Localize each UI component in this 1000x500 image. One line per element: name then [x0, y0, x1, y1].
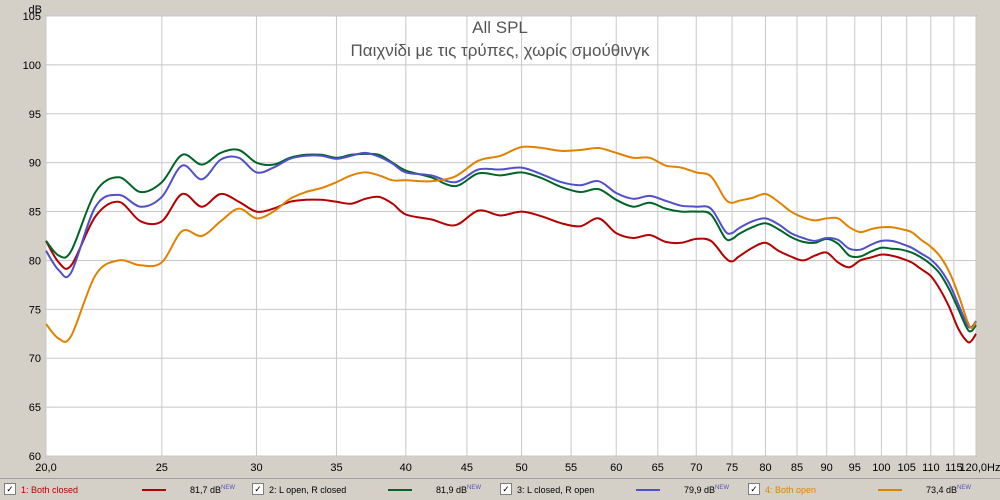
x-tick-label: 105	[898, 462, 916, 474]
legend-swatch-3	[636, 489, 660, 491]
legend-item-2[interactable]: ✓ 2: L open, R closed 81,9 dBNEW	[252, 479, 496, 500]
y-tick-label: 95	[29, 109, 41, 121]
grid-lines	[45, 15, 977, 457]
x-tick-label: 25	[156, 462, 168, 474]
x-tick-label: 100	[872, 462, 890, 474]
legend-value-1: 81,7 dBNEW	[190, 485, 236, 495]
series-line-1	[45, 192, 977, 344]
y-tick-labels: 60 65 70 75 80 85 90 95 100 105	[23, 11, 41, 463]
legend-checkbox-1[interactable]: ✓	[4, 483, 16, 495]
y-tick-label: 85	[29, 207, 41, 219]
spl-chart: 60 65 70 75 80 85 90 95 100 105 20,0 25 30 35 40 45 50 5…	[22, 4, 1000, 474]
legend-bar: ✓ 1: Both closed 81,7 dBNEW ✓ 2: L open,…	[0, 478, 1000, 500]
y-tick-label: 100	[23, 60, 41, 72]
legend-new-tag-1: NEW	[221, 485, 236, 491]
legend-value-2: 81,9 dBNEW	[436, 485, 482, 495]
y-tick-label: 75	[29, 304, 41, 316]
legend-item-3[interactable]: ✓ 3: L closed, R open 79,9 dBNEW	[500, 479, 744, 500]
x-tick-label: 20,0	[35, 462, 56, 474]
x-tick-label: 85	[791, 462, 803, 474]
x-tick-labels: 20,0 25 30 35 40 45 50 55 60 65 70 75 80 85 90 95 100 105…	[35, 462, 1000, 474]
legend-new-tag-2: NEW	[467, 485, 482, 491]
x-tick-label: 95	[849, 462, 861, 474]
x-tick-label: 40	[400, 462, 412, 474]
x-tick-label: 55	[565, 462, 577, 474]
x-tick-label: 60	[610, 462, 622, 474]
legend-checkbox-3[interactable]: ✓	[500, 483, 512, 495]
y-tick-label: 105	[23, 11, 41, 23]
legend-new-tag-3: NEW	[715, 485, 730, 491]
legend-checkbox-2[interactable]: ✓	[252, 483, 264, 495]
chart-title: All SPL	[472, 18, 528, 37]
x-tick-label: 45	[461, 462, 473, 474]
series-lines	[45, 145, 977, 344]
y-tick-label: 80	[29, 255, 41, 267]
legend-item-1[interactable]: ✓ 1: Both closed 81,7 dBNEW	[4, 479, 248, 500]
x-tick-label: 65	[652, 462, 664, 474]
series-line-4	[45, 145, 977, 343]
legend-value-4: 73,4 dBNEW	[926, 485, 972, 495]
x-tick-label: 70	[690, 462, 702, 474]
x-tick-label: 115	[945, 462, 963, 474]
x-tick-label: 90	[821, 462, 833, 474]
y-tick-label: 60	[29, 451, 41, 463]
x-tick-label: 80	[759, 462, 771, 474]
plot-area	[45, 15, 977, 457]
x-tick-label: 75	[726, 462, 738, 474]
legend-label-1: 1: Both closed	[21, 485, 79, 495]
y-tick-label: 90	[29, 158, 41, 170]
legend-label-2: 2: L open, R closed	[269, 485, 347, 495]
y-tick-label: 65	[29, 402, 41, 414]
series-line-2	[45, 148, 977, 333]
series-line-3	[45, 151, 977, 329]
legend-checkbox-4[interactable]: ✓	[748, 483, 760, 495]
x-tick-label: 120,0Hz	[960, 462, 1000, 474]
legend-item-4[interactable]: ✓ 4: Both open 73,4 dBNEW	[748, 479, 996, 500]
x-tick-label: 35	[330, 462, 342, 474]
x-tick-label: 110	[922, 462, 940, 474]
legend-new-tag-4: NEW	[957, 485, 972, 491]
x-tick-label: 30	[250, 462, 262, 474]
y-tick-label: 70	[29, 353, 41, 365]
legend-swatch-2	[388, 489, 412, 491]
y-axis-label: dB	[29, 4, 42, 16]
legend-swatch-4	[878, 489, 902, 491]
legend-label-4: 4: Both open	[765, 485, 817, 495]
legend-label-3: 3: L closed, R open	[517, 485, 595, 495]
legend-value-3: 79,9 dBNEW	[684, 485, 730, 495]
chart-subtitle: Παιχνίδι με τις τρύπες, χωρίς σμούθινγκ	[350, 41, 650, 60]
legend-swatch-1	[142, 489, 166, 491]
x-tick-label: 50	[515, 462, 527, 474]
